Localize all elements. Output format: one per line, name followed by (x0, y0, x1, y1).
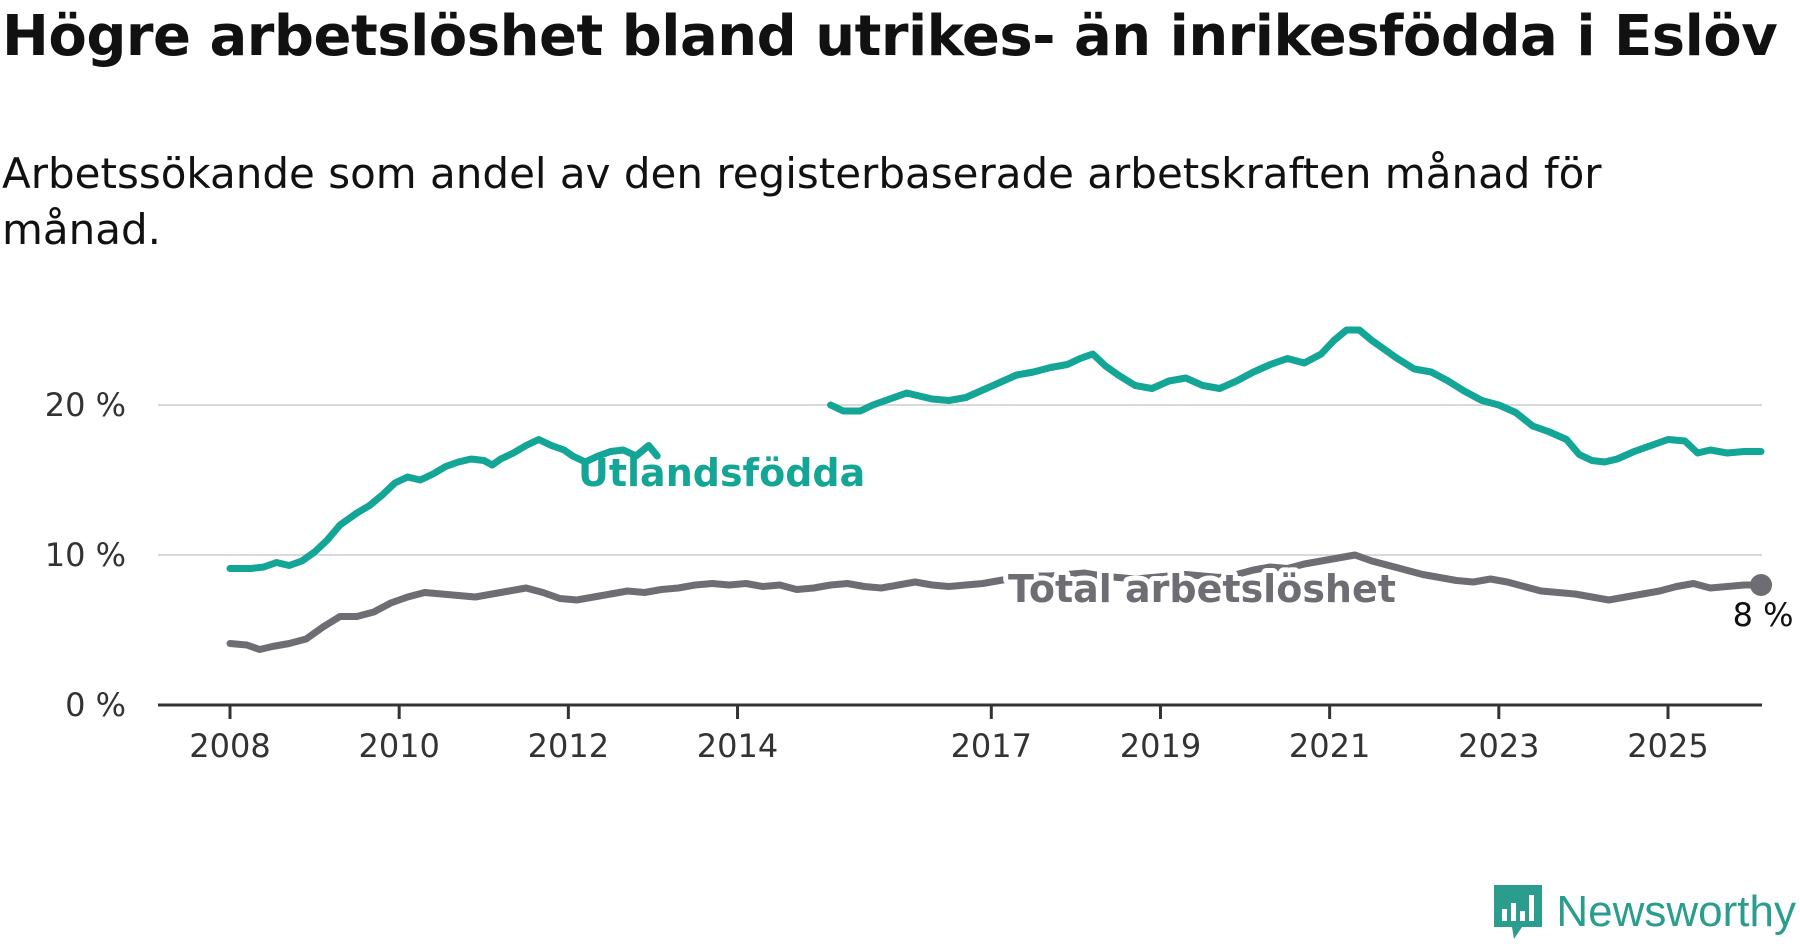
chart-title: Högre arbetslöshet bland utrikes- än inr… (2, 4, 1778, 69)
brand-name: Newsworthy (1556, 887, 1796, 936)
series-label-total: Total arbetslöshet (1008, 567, 1396, 611)
x-tick-label: 2012 (528, 727, 609, 765)
x-tick-label: 2021 (1289, 727, 1370, 765)
series-labels: 8 % Utlandsfödda Total arbetslöshet (578, 451, 1794, 634)
x-tick-label: 2025 (1627, 727, 1708, 765)
newsworthy-logo: Newsworthy (1490, 876, 1796, 948)
x-tick-label: 2008 (189, 727, 270, 765)
x-tick-label: 2019 (1120, 727, 1201, 765)
x-tick-label: 2014 (697, 727, 778, 765)
series-line-total (226, 551, 1765, 653)
series-line-utlandsfodda (226, 436, 661, 572)
y-tick-label: 20 % (45, 386, 126, 424)
series-line-utlandsfodda (827, 326, 1765, 466)
axes: 0 % 10 % 20 % 2008 2010 2012 2014 2017 2019 2021 2… (45, 386, 1762, 765)
end-point-marker (1750, 574, 1773, 596)
x-tick-label: 2017 (951, 727, 1032, 765)
y-tick-label: 0 % (65, 686, 126, 724)
end-value-label: 8 % (1733, 596, 1794, 634)
series-lines (226, 326, 1773, 653)
y-tick-label: 10 % (45, 536, 126, 574)
bar-chart-icon (1494, 885, 1543, 939)
series-label-utlandsfodda: Utlandsfödda (578, 451, 865, 495)
x-tick-label: 2023 (1458, 727, 1539, 765)
chart-subtitle: Arbetssökande som andel av den registerb… (2, 149, 1602, 254)
x-tick-label: 2010 (358, 727, 439, 765)
